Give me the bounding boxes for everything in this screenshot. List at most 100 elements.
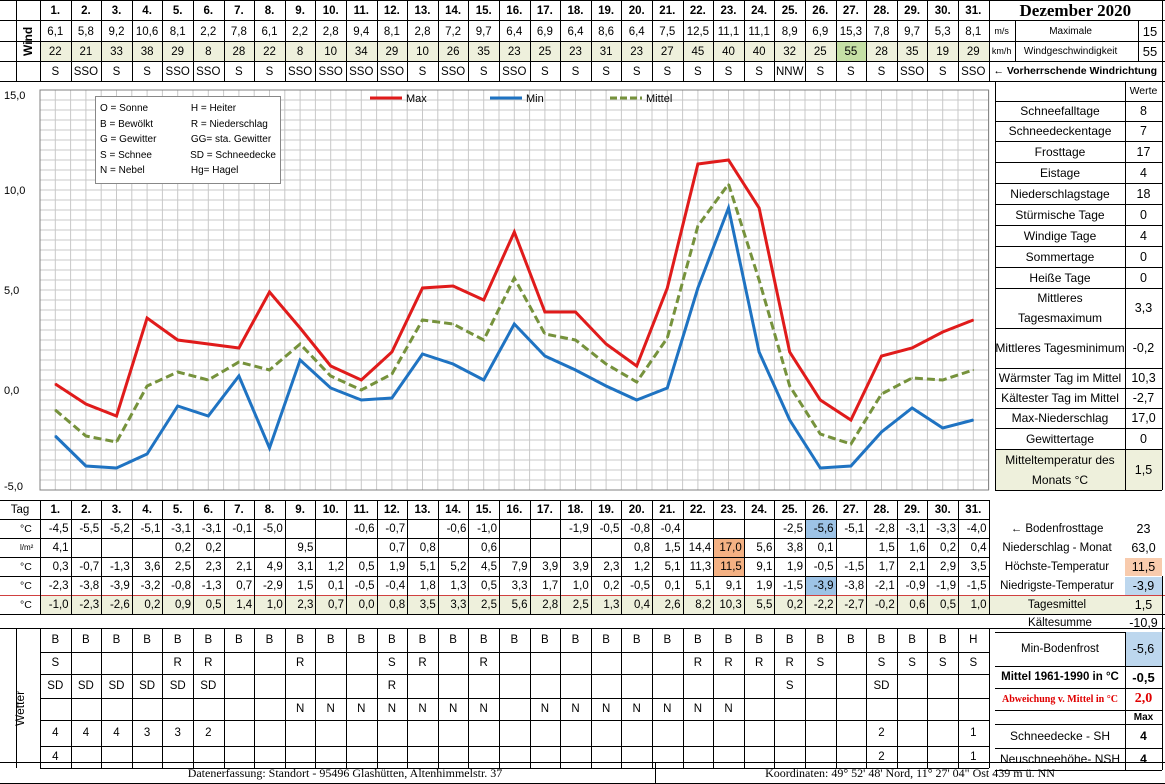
data-point-max bbox=[635, 365, 638, 367]
table-cell: 11,5 bbox=[720, 560, 742, 573]
bodenfrost-min-highlight bbox=[805, 519, 836, 538]
data-point-mittel bbox=[574, 339, 577, 341]
wind-col-line bbox=[743, 0, 745, 81]
wind-direction: S bbox=[418, 66, 427, 78]
weather-col-line bbox=[529, 628, 531, 768]
weather-symbol bbox=[897, 720, 928, 746]
wind-speed-kmh: 23 bbox=[630, 46, 644, 58]
footer-divider bbox=[655, 762, 656, 784]
table-cell bbox=[346, 538, 377, 557]
data-point-min bbox=[391, 397, 393, 399]
wind-speed-kmh: 40 bbox=[752, 46, 766, 58]
data-point-max bbox=[482, 299, 485, 301]
stats-row-line bbox=[995, 490, 1162, 491]
table-cell: -0,5 bbox=[630, 579, 650, 592]
wind-speed-kmh: 38 bbox=[140, 46, 154, 58]
tag-label: Tag bbox=[10, 503, 30, 516]
day-header: 31. bbox=[965, 5, 982, 17]
lower-stat-label: Min-Bodenfrost bbox=[1021, 643, 1099, 655]
table-cell: -0,5 bbox=[813, 560, 834, 573]
table-cell bbox=[101, 538, 132, 557]
table-cell bbox=[315, 538, 346, 557]
day-header: 27. bbox=[842, 5, 859, 17]
table-cell: 0,8 bbox=[389, 598, 406, 611]
table-cell: 1,3 bbox=[603, 598, 620, 611]
weather-symbol bbox=[591, 674, 622, 698]
weather-symbol bbox=[224, 720, 255, 746]
data-point-mittel bbox=[421, 319, 424, 321]
monthly-mean-bg bbox=[995, 449, 1162, 490]
stats-row-line bbox=[995, 121, 1162, 122]
data-point-mittel bbox=[727, 183, 730, 185]
data-point-max bbox=[85, 403, 87, 405]
weather-symbol: S bbox=[785, 680, 794, 692]
table-day-header: 3. bbox=[111, 503, 122, 516]
data-point-mittel bbox=[788, 385, 791, 387]
data-point-mittel bbox=[176, 371, 179, 373]
unit-ms: m/s bbox=[994, 26, 1009, 36]
weather-symbol bbox=[652, 652, 683, 674]
stats-row-line bbox=[995, 246, 1162, 247]
table-cell bbox=[132, 538, 163, 557]
data-point-max bbox=[605, 343, 607, 345]
table-cell: 0,8 bbox=[633, 541, 650, 554]
weather-col-line bbox=[713, 628, 715, 768]
wind-col-line bbox=[652, 0, 653, 81]
table-day-header: 30. bbox=[934, 503, 951, 516]
weather-symbol: B bbox=[479, 634, 488, 646]
symbol-legend-entry: Hg= Hagel bbox=[190, 165, 239, 177]
weather-col-line bbox=[346, 628, 347, 768]
weather-symbol: B bbox=[296, 634, 304, 646]
weather-symbol: B bbox=[663, 634, 672, 646]
wind-col-line bbox=[774, 0, 776, 81]
data-point-min bbox=[605, 385, 607, 387]
data-point-max bbox=[788, 351, 791, 353]
weather-symbol: 3 bbox=[143, 727, 151, 739]
data-point-min bbox=[544, 355, 546, 357]
wind-speed-ms: 2,8 bbox=[414, 25, 431, 38]
wind-direction: S bbox=[694, 66, 702, 78]
day-header: 24. bbox=[751, 5, 768, 17]
wind-speed-kmh: 25 bbox=[538, 46, 552, 58]
data-point-mittel bbox=[146, 385, 148, 387]
wind-speed-ms: 15,3 bbox=[839, 25, 863, 38]
weather-symbol bbox=[346, 674, 377, 698]
weather-symbol bbox=[713, 674, 744, 698]
weather-symbol bbox=[468, 674, 499, 698]
table-day-header: 17. bbox=[536, 503, 553, 516]
data-point-min bbox=[268, 447, 271, 449]
table-day-header: 26. bbox=[812, 503, 829, 516]
weather-symbol bbox=[193, 698, 224, 720]
table-day-header: 20. bbox=[628, 503, 645, 516]
wind-col-line bbox=[407, 0, 409, 81]
table-day-header: 11. bbox=[353, 503, 369, 516]
weather-symbol bbox=[530, 720, 561, 746]
table-col-line bbox=[40, 500, 41, 614]
table-cell bbox=[499, 538, 530, 557]
wind-speed-kmh: 35 bbox=[477, 46, 491, 58]
weather-symbol bbox=[744, 674, 775, 698]
data-point-min bbox=[758, 351, 760, 353]
weather-symbol bbox=[254, 652, 285, 674]
table-cell bbox=[407, 519, 438, 538]
data-point-mittel bbox=[391, 373, 393, 375]
wind-max-highlight bbox=[835, 41, 867, 61]
table-cell: -0,6 bbox=[354, 522, 375, 535]
data-point-mittel bbox=[85, 435, 87, 437]
weather-symbol: R bbox=[295, 657, 305, 669]
table-day-header: 18. bbox=[567, 503, 584, 516]
table-cell bbox=[560, 538, 591, 557]
temp-min-highlight bbox=[805, 576, 836, 595]
table-cell: 0,6 bbox=[909, 598, 926, 611]
table-cell: 2,9 bbox=[939, 560, 956, 573]
wind-col-line bbox=[499, 0, 500, 81]
weather-col-line bbox=[193, 628, 194, 768]
table-side-label: ← Bodenfrosttage bbox=[1010, 522, 1104, 535]
table-cell: 3,3 bbox=[450, 598, 467, 611]
wind-direction: S bbox=[479, 66, 488, 78]
table-cell: 4,5 bbox=[480, 560, 497, 573]
day-header: 15. bbox=[475, 5, 492, 17]
table-side-value: 11,5 bbox=[1131, 559, 1156, 574]
weather-symbol: 2 bbox=[878, 751, 885, 763]
weather-symbol: SD bbox=[47, 680, 64, 692]
